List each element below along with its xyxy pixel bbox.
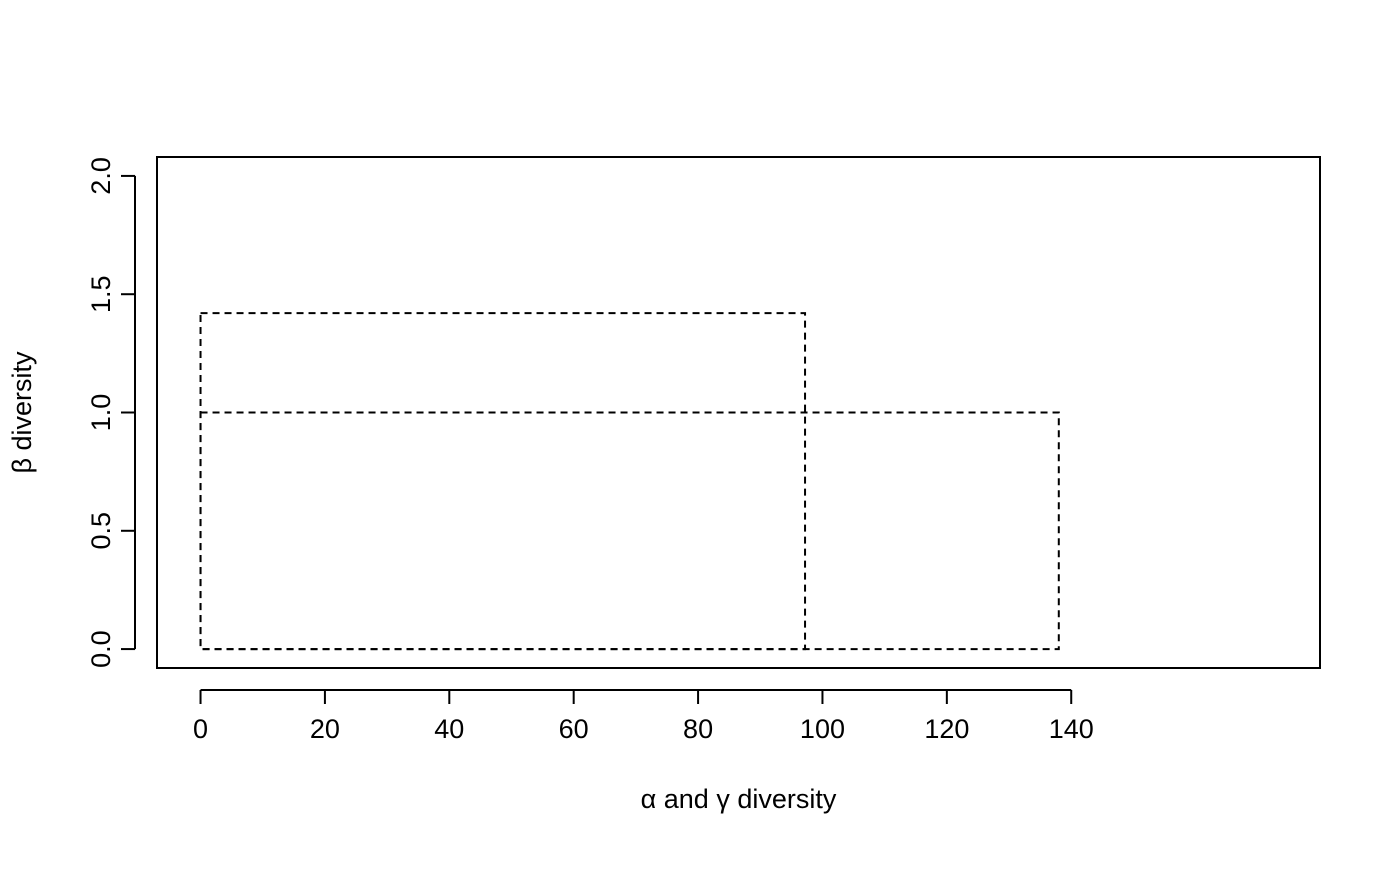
y-tick-label: 2.0 [86, 157, 116, 195]
x-tick-label: 0 [193, 714, 208, 744]
diversity-rect-2 [199, 411, 1060, 651]
y-tick-label: 0.0 [86, 630, 116, 668]
y-tick-label: 1.5 [86, 275, 116, 313]
diversity-rectangles [199, 312, 1060, 651]
x-tick-label: 100 [800, 714, 845, 744]
plot-frame [156, 156, 1321, 669]
x-tick-label: 140 [1049, 714, 1094, 744]
axes: 0 20 40 60 80 100 120 140 0.0 0.5 1.0 1.5 2.0 [86, 156, 1321, 744]
diversity-rect-1 [199, 312, 807, 651]
y-axis-title: β diversity [7, 351, 37, 474]
x-tick-label: 20 [310, 714, 340, 744]
x-tick-label: 80 [683, 714, 713, 744]
x-tick-label: 40 [434, 714, 464, 744]
x-tick-label: 120 [924, 714, 969, 744]
y-tick-label: 1.0 [86, 394, 116, 432]
x-tick-label: 60 [559, 714, 589, 744]
y-tick-label: 0.5 [86, 512, 116, 550]
x-axis-title: α and γ diversity [641, 784, 837, 814]
